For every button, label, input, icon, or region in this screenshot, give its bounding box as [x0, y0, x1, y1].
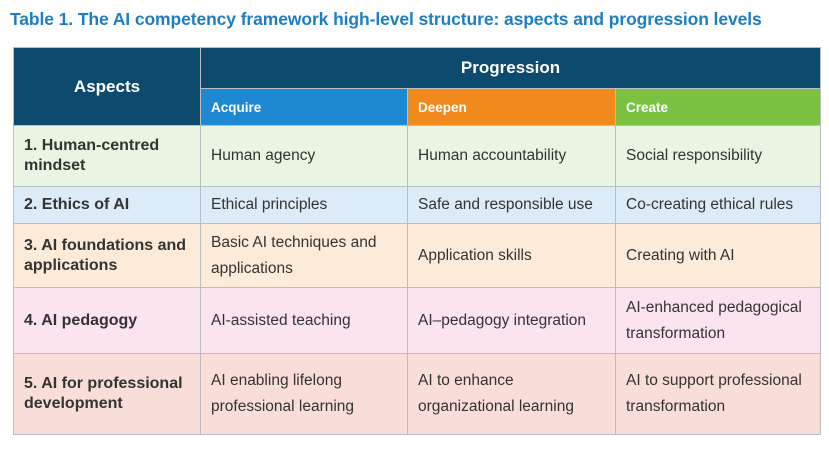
level-header-acquire: Acquire	[200, 88, 408, 126]
create-cell: AI to support professional transformatio…	[614, 353, 822, 435]
header-row-top: Aspects Progression	[13, 47, 822, 126]
aspect-cell: 3. AI foundations and applications	[13, 223, 201, 288]
create-cell: AI-enhanced pedagogical transformation	[614, 287, 822, 354]
acquire-cell: Basic AI techniques and applications	[200, 223, 408, 288]
acquire-cell: AI-assisted teaching	[200, 287, 408, 354]
create-cell: Co-creating ethical rules	[614, 186, 822, 224]
acquire-cell: Ethical principles	[200, 186, 408, 224]
deepen-cell: AI–pedagogy integration	[407, 287, 616, 354]
table-caption: Table 1. The AI competency framework hig…	[10, 9, 762, 29]
table-row: 1. Human-centred mindset Human agency Hu…	[13, 125, 822, 187]
deepen-cell: Application skills	[407, 223, 616, 288]
acquire-cell: AI enabling lifelong professional learni…	[200, 353, 408, 435]
aspects-header: Aspects	[13, 47, 201, 126]
level-header-create: Create	[614, 88, 822, 126]
table-row: 2. Ethics of AI Ethical principles Safe …	[13, 186, 822, 224]
acquire-cell: Human agency	[200, 125, 408, 187]
table-row: 5. AI for professional development AI en…	[13, 353, 822, 435]
aspect-cell: 4. AI pedagogy	[13, 287, 201, 354]
level-header-deepen: Deepen	[407, 88, 616, 126]
framework-table: Aspects Progression Acquire Deepen Creat…	[13, 47, 822, 435]
table-row: 4. AI pedagogy AI-assisted teaching AI–p…	[13, 287, 822, 354]
aspect-cell: 1. Human-centred mindset	[13, 125, 201, 187]
deepen-cell: AI to enhance organizational learning	[407, 353, 616, 435]
aspect-cell: 5. AI for professional development	[13, 353, 201, 435]
create-cell: Creating with AI	[614, 223, 822, 288]
deepen-cell: Human accountability	[407, 125, 616, 187]
table-row: 3. AI foundations and applications Basic…	[13, 223, 822, 288]
aspect-cell: 2. Ethics of AI	[13, 186, 201, 224]
header-row-levels: Acquire Deepen Create	[14, 88, 822, 126]
deepen-cell: Safe and responsible use	[407, 186, 616, 224]
create-cell: Social responsibility	[614, 125, 822, 187]
progression-header: Progression	[199, 47, 822, 89]
